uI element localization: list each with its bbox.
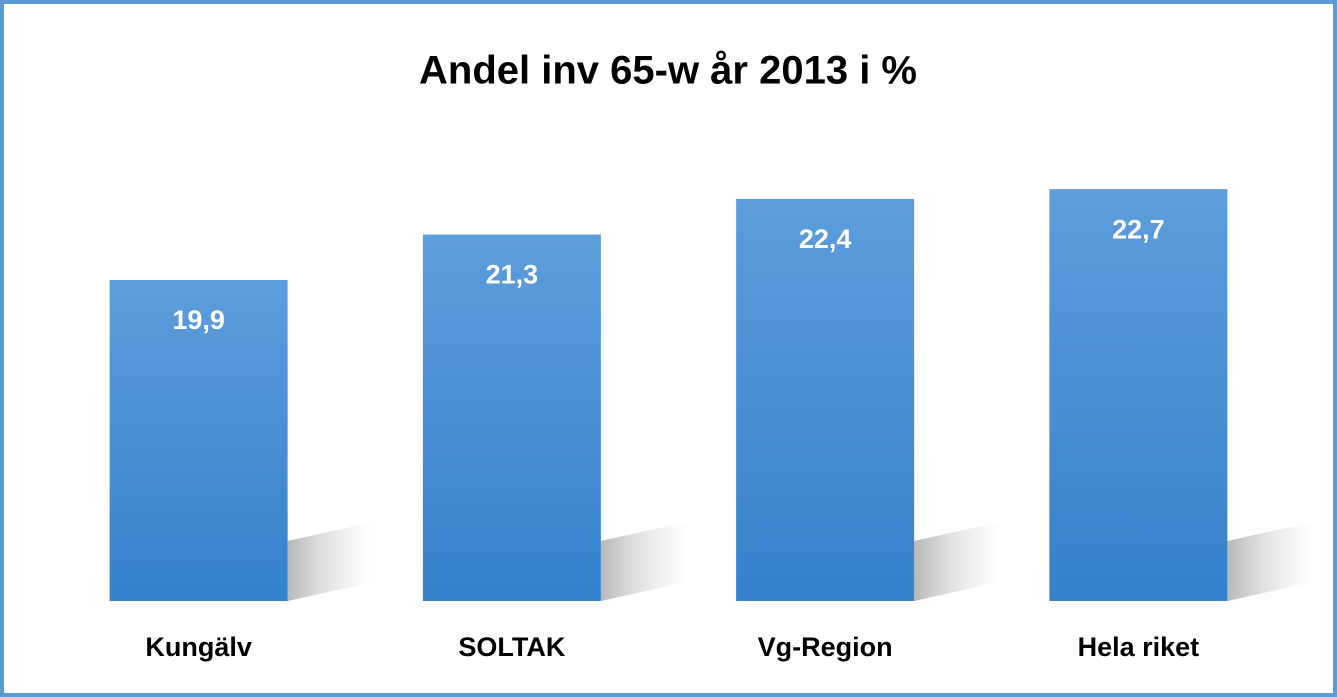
x-tick-label: SOLTAK (458, 632, 565, 662)
bar-shadow (914, 521, 1005, 601)
value-label: 19,9 (172, 305, 225, 335)
x-tick-label: Hela riket (1078, 632, 1200, 662)
x-tick-label: Kungälv (145, 632, 252, 662)
bar-shadow (287, 521, 378, 601)
bar (422, 234, 601, 602)
value-label: 22,7 (1112, 214, 1165, 244)
x-tick-label: Vg-Region (758, 632, 893, 662)
value-label: 22,4 (799, 224, 852, 254)
chart-title: Andel inv 65-w år 2013 i % (419, 49, 917, 93)
bar-shadow (1227, 521, 1318, 601)
bar-shadow (600, 521, 691, 601)
value-label: 21,3 (486, 260, 539, 290)
bar (736, 198, 915, 601)
bar (1049, 189, 1228, 601)
bar (109, 279, 288, 601)
